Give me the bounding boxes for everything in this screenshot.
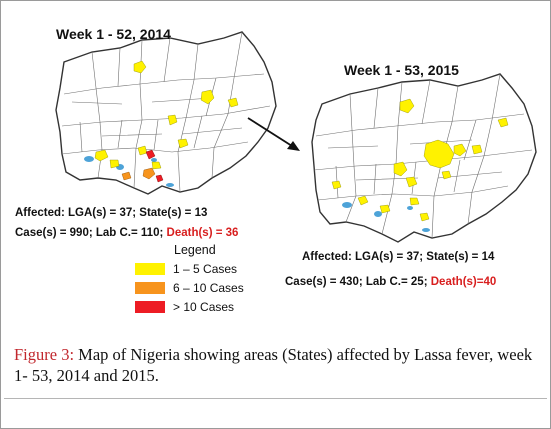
affected-area-red xyxy=(145,149,156,160)
affected-area-yellow xyxy=(441,170,452,180)
affected-area-yellow xyxy=(409,197,420,206)
bottom-divider xyxy=(4,398,547,399)
caption-label: Figure 3: xyxy=(14,345,75,364)
nigeria-outline-2014 xyxy=(55,31,277,195)
affected-area-yellow xyxy=(497,117,509,128)
legend-label: > 10 Cases xyxy=(173,300,235,314)
affected-area-yellow xyxy=(133,60,147,74)
map-nigeria-2014 xyxy=(55,31,277,195)
affected-area-yellow xyxy=(393,161,408,177)
map-2015-title: Week 1 - 53, 2015 xyxy=(344,62,459,78)
map-2014-cases-line: Case(s) = 990; Lab C.= 110; Death(s) = 3… xyxy=(15,227,238,239)
legend-swatch-red xyxy=(135,301,165,313)
map-2014-deaths: Death(s) = 36 xyxy=(166,227,239,239)
affected-area-yellow xyxy=(357,195,369,206)
legend-swatch-orange xyxy=(135,282,165,294)
affected-area-red xyxy=(155,174,164,183)
map-2014-cases: Case(s) = 990; Lab C.= 110; xyxy=(15,227,164,239)
legend-item: 1 – 5 Cases xyxy=(135,262,237,276)
legend-label: 1 – 5 Cases xyxy=(173,262,238,276)
maps-canvas xyxy=(55,31,537,243)
affected-area-yellow xyxy=(379,204,391,214)
legend-item: 6 – 10 Cases xyxy=(135,281,244,295)
legend-label: 6 – 10 Cases xyxy=(173,281,244,295)
map-2014-title: Week 1 - 52, 2014 xyxy=(56,26,171,42)
caption-text: Map of Nigeria showing areas (States) af… xyxy=(14,345,533,385)
affected-area-yellow xyxy=(227,97,239,108)
legend-swatch-yellow xyxy=(135,263,165,275)
affected-area-orange xyxy=(121,171,132,181)
affected-area-yellow xyxy=(177,138,189,149)
affected-area-yellow xyxy=(331,180,342,190)
water-2015 xyxy=(342,202,430,232)
map-2015-affected: Affected: LGA(s) = 37; State(s) = 14 xyxy=(302,251,495,263)
affected-area-yellow xyxy=(109,159,120,169)
map-2015-cases: Case(s) = 430; Lab C.= 25; xyxy=(285,276,428,288)
figure-panel: Week 1 - 52, 2014 Week 1 - 53, 2015 Affe… xyxy=(2,2,549,338)
affected-area-yellow xyxy=(167,114,178,126)
figure-caption: Figure 3: Map of Nigeria showing areas (… xyxy=(14,344,539,386)
affected-areas-2015 xyxy=(331,98,509,222)
affected-areas-2014 xyxy=(94,60,239,183)
arrow-2014-to-2015 xyxy=(247,117,300,151)
affected-area-yellow xyxy=(405,176,418,188)
affected-area-yellow xyxy=(471,144,483,155)
affected-area-yellow xyxy=(200,89,215,105)
affected-area-yellow xyxy=(419,212,430,222)
affected-area-yellow xyxy=(453,143,467,157)
affected-area-orange xyxy=(142,167,156,180)
legend-item: > 10 Cases xyxy=(135,300,234,314)
affected-area-yellow xyxy=(94,149,109,162)
map-2015-deaths: Death(s)=40 xyxy=(430,276,497,288)
legend-title: Legend xyxy=(174,243,216,257)
affected-area-yellow xyxy=(151,161,162,170)
affected-area-yellow xyxy=(423,139,455,169)
state-borders-2015 xyxy=(313,73,533,239)
map-nigeria-2015 xyxy=(311,73,537,243)
map-2014-affected: Affected: LGA(s) = 37; State(s) = 13 xyxy=(15,207,208,219)
map-2015-cases-line: Case(s) = 430; Lab C.= 25; Death(s)=40 xyxy=(285,276,496,288)
affected-area-yellow xyxy=(399,98,415,114)
